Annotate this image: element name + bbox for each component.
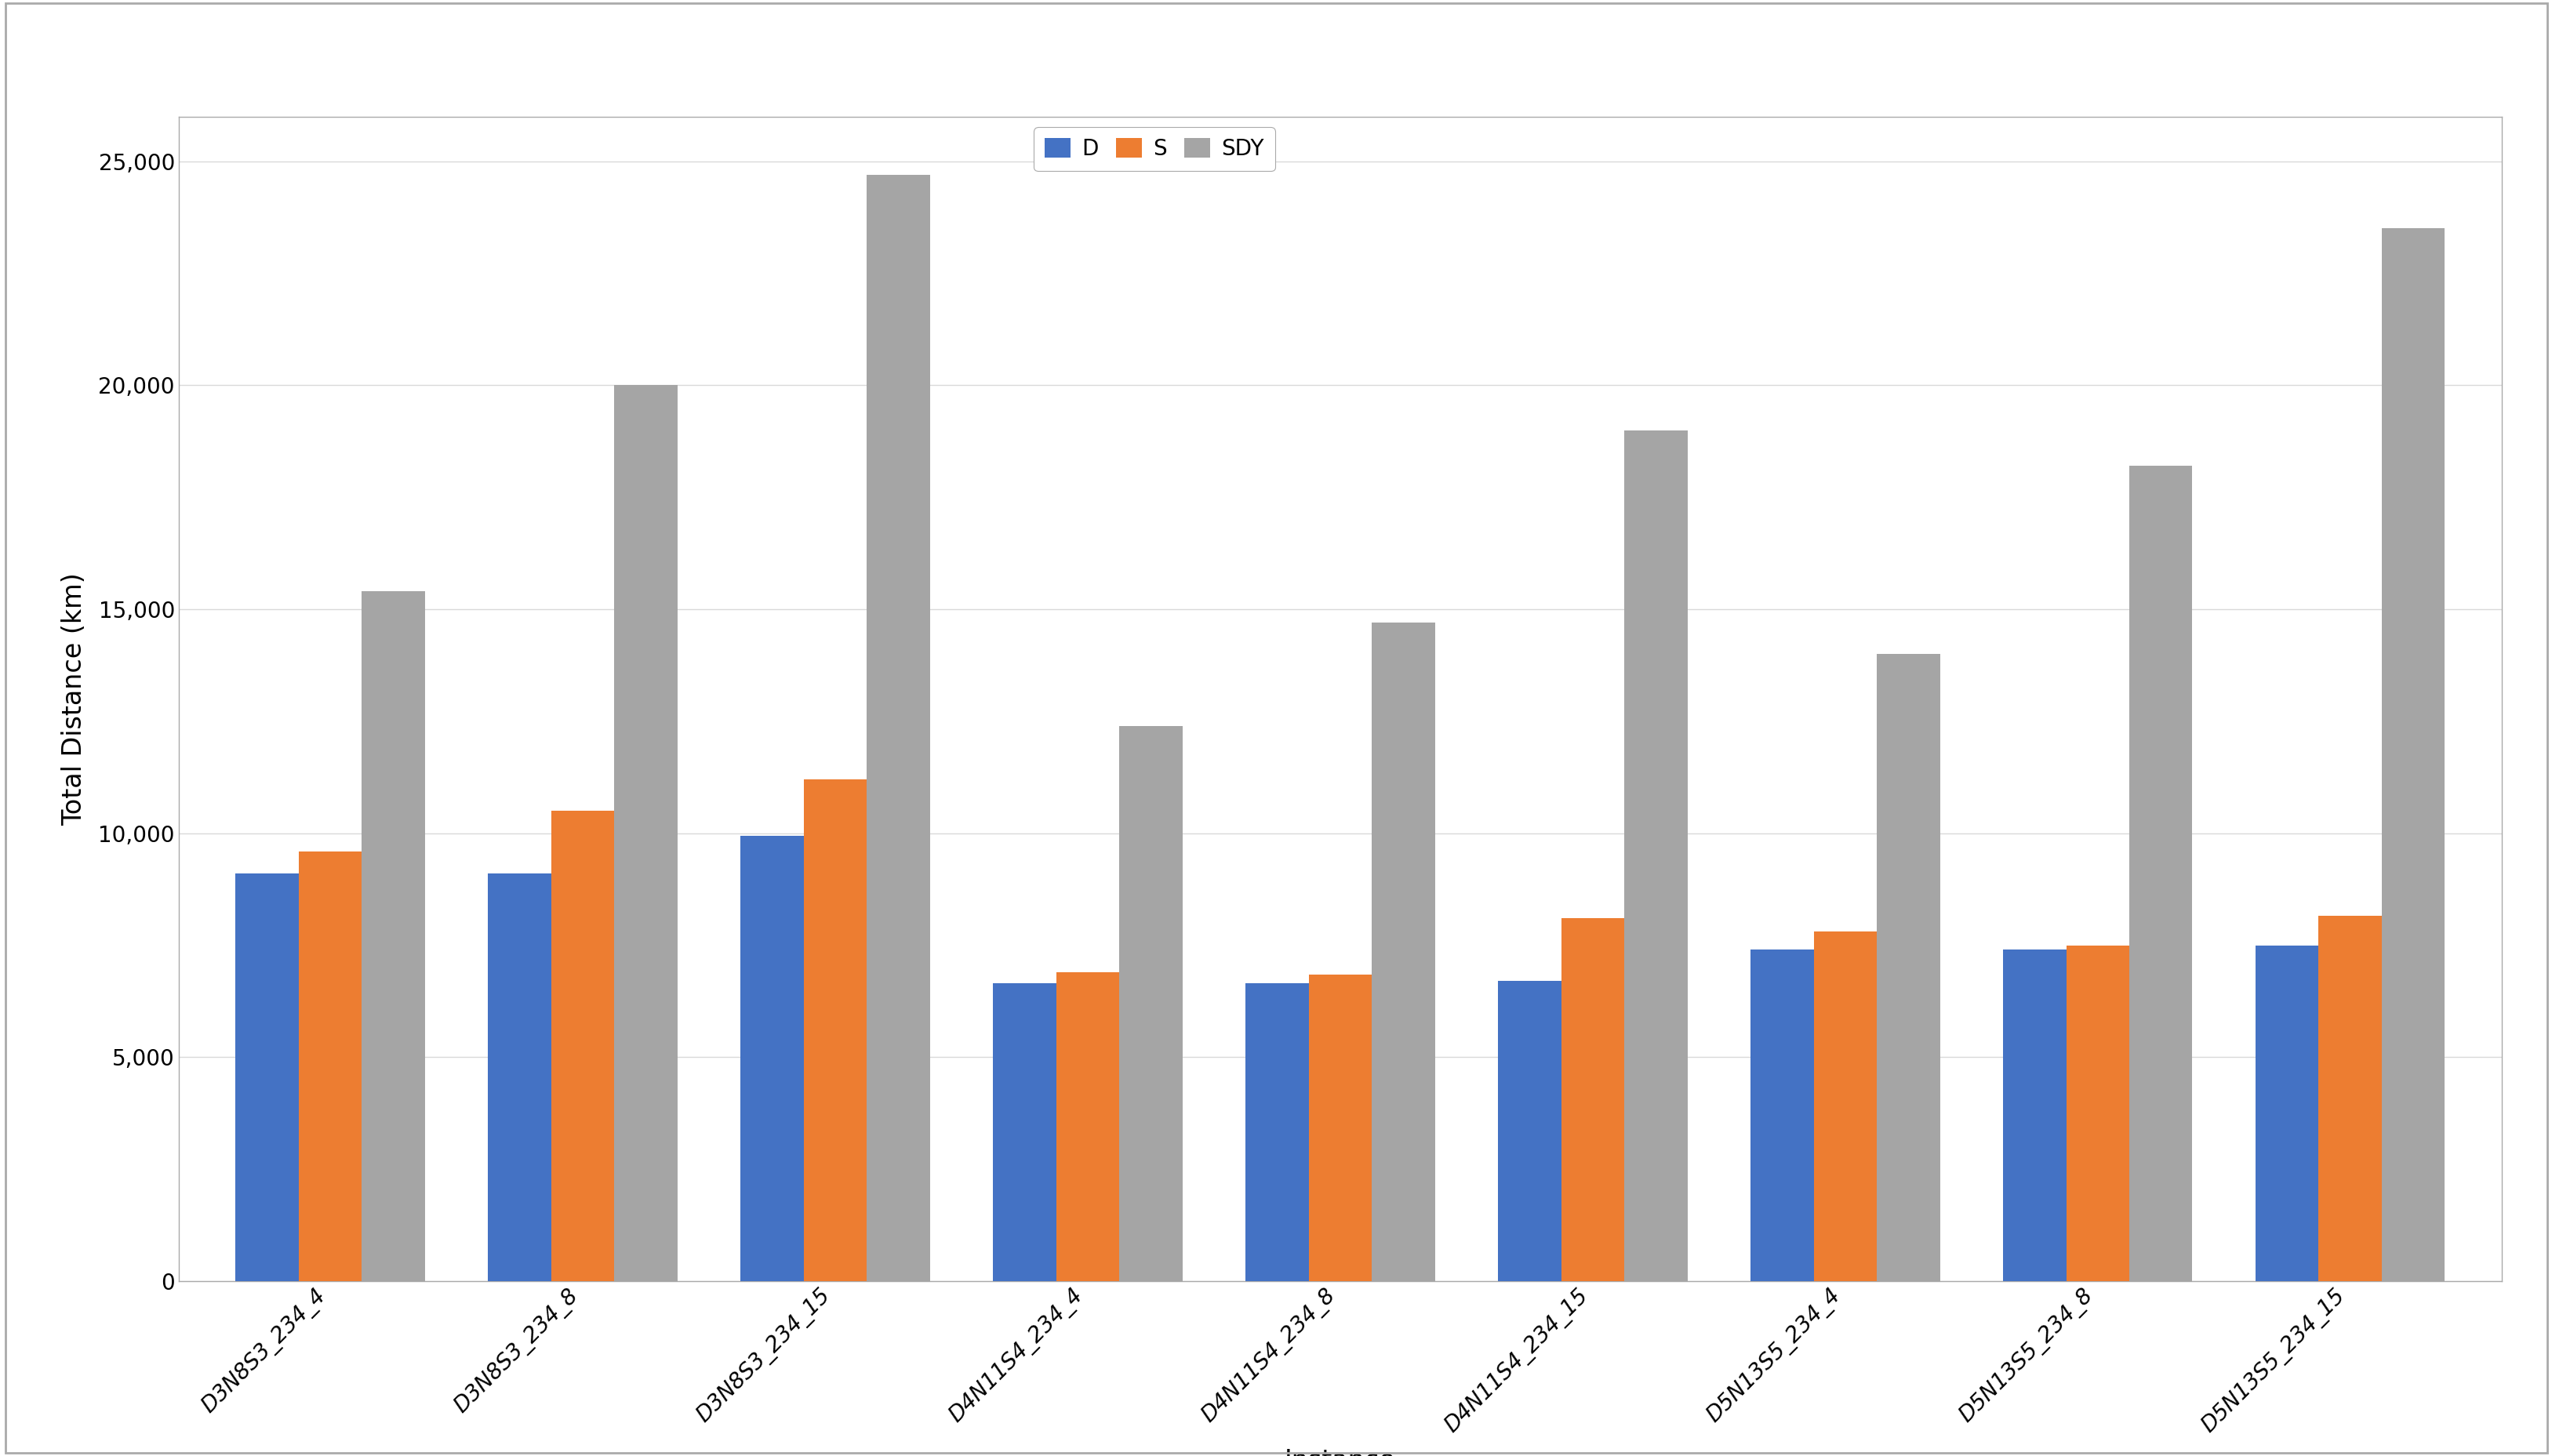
Bar xyxy=(1812,932,1876,1281)
Bar xyxy=(804,779,868,1281)
Y-axis label: Total Distance (km): Total Distance (km) xyxy=(61,572,87,826)
Bar xyxy=(1498,981,1562,1281)
Bar xyxy=(1057,973,1118,1281)
Bar xyxy=(1623,430,1687,1281)
Bar xyxy=(868,175,929,1281)
Bar xyxy=(2317,916,2381,1281)
Bar xyxy=(740,836,804,1281)
Bar xyxy=(1562,919,1623,1281)
Bar xyxy=(2381,229,2445,1281)
Bar xyxy=(299,852,362,1281)
Bar xyxy=(1876,654,1940,1281)
Bar xyxy=(1118,725,1182,1281)
Bar xyxy=(2128,466,2192,1281)
Bar xyxy=(362,591,424,1281)
Bar xyxy=(235,874,299,1281)
Bar xyxy=(1370,623,1434,1281)
Legend: D, S, SDY: D, S, SDY xyxy=(1034,127,1273,172)
Bar xyxy=(2003,949,2065,1281)
Bar xyxy=(2065,945,2128,1281)
Bar xyxy=(993,983,1057,1281)
X-axis label: Instance: Instance xyxy=(1284,1447,1396,1456)
Bar xyxy=(487,874,551,1281)
Bar xyxy=(2256,945,2317,1281)
Bar xyxy=(1751,949,1812,1281)
Bar xyxy=(615,386,676,1281)
Bar xyxy=(1245,983,1309,1281)
Bar xyxy=(1309,974,1370,1281)
Bar xyxy=(551,811,615,1281)
